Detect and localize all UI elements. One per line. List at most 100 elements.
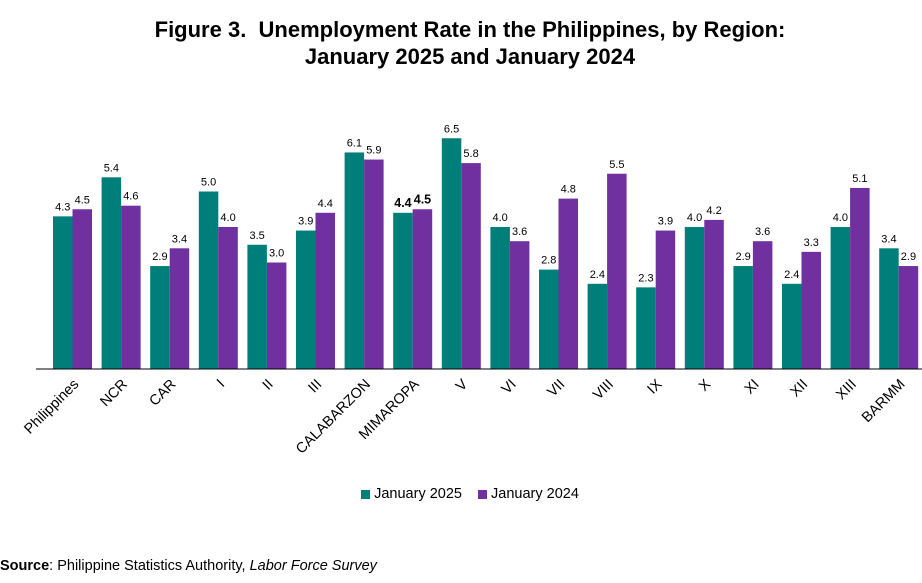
bar-mimaropa-january-2024 xyxy=(412,209,433,369)
source-text: : Philippine Statistics Authority, xyxy=(49,558,250,574)
value-label-v-january-2025: 6.5 xyxy=(444,123,459,135)
value-label-iii-january-2024: 4.4 xyxy=(318,198,333,210)
bar-i-january-2025 xyxy=(198,191,219,369)
value-label-viii-january-2024: 5.5 xyxy=(609,159,624,171)
category-label-i: I xyxy=(214,377,228,391)
value-label-ix-january-2024: 3.9 xyxy=(658,216,673,228)
value-label-vi-january-2025: 4.0 xyxy=(493,212,508,224)
bar-car-january-2025 xyxy=(150,266,170,369)
bar-vii-january-2024 xyxy=(558,198,578,369)
category-label-x: X xyxy=(696,376,714,394)
legend-label-january-2024: January 2024 xyxy=(491,486,579,502)
bar-xii-january-2024 xyxy=(801,251,821,369)
value-label-car-january-2025: 2.9 xyxy=(152,251,167,263)
value-label-ix-january-2025: 2.3 xyxy=(638,272,653,284)
bar-x-january-2024 xyxy=(704,219,724,369)
value-label-mimaropa-january-2024: 4.5 xyxy=(414,192,431,206)
bar-ncr-january-2025 xyxy=(101,177,122,369)
bar-xiii-january-2024 xyxy=(850,187,870,369)
bar-ix-january-2024 xyxy=(655,230,676,369)
value-label-philippines-january-2025: 4.3 xyxy=(55,201,70,213)
value-label-ii-january-2024: 3.0 xyxy=(269,248,284,260)
value-label-i-january-2025: 5.0 xyxy=(201,177,216,189)
bar-iii-january-2025 xyxy=(296,230,316,369)
category-label-ii: II xyxy=(260,377,277,394)
category-label-xiii: XIII xyxy=(833,377,860,404)
value-label-barmm-january-2024: 2.9 xyxy=(901,251,916,263)
bar-barmm-january-2025 xyxy=(879,248,899,369)
bar-viii-january-2024 xyxy=(607,173,627,369)
value-label-i-january-2024: 4.0 xyxy=(220,212,235,224)
bar-ii-january-2024 xyxy=(266,262,287,369)
legend-label-january-2025: January 2025 xyxy=(374,486,462,502)
category-label-vi: VI xyxy=(499,377,520,398)
bar-xiii-january-2025 xyxy=(830,227,851,369)
value-label-ii-january-2025: 3.5 xyxy=(250,230,265,242)
bar-xii-january-2025 xyxy=(782,283,802,369)
bar-barmm-january-2024 xyxy=(898,266,919,369)
bar-ncr-january-2024 xyxy=(121,205,141,369)
value-label-xiii-january-2025: 4.0 xyxy=(833,212,848,224)
value-label-xi-january-2024: 3.6 xyxy=(755,226,770,238)
bar-vi-january-2025 xyxy=(490,227,510,369)
chart-title-line-1: Figure 3. Unemployment Rate in the Phili… xyxy=(154,17,786,42)
bar-viii-january-2025 xyxy=(587,283,608,369)
category-label-car: CAR xyxy=(147,377,180,410)
value-label-barmm-january-2025: 3.4 xyxy=(881,233,896,245)
source-publication: Labor Force Survey xyxy=(249,558,377,574)
category-label-barmm: BARMM xyxy=(859,377,908,426)
legend-swatch-january-2024 xyxy=(478,489,488,499)
bars-group xyxy=(53,138,919,369)
value-label-calabarzon-january-2024: 5.9 xyxy=(366,145,381,157)
value-label-ncr-january-2024: 4.6 xyxy=(123,191,138,203)
category-label-ix: IX xyxy=(645,376,666,397)
bar-ii-january-2025 xyxy=(247,244,267,369)
category-label-ncr: NCR xyxy=(97,377,131,411)
bar-iii-january-2024 xyxy=(315,212,335,369)
value-label-mimaropa-january-2025: 4.4 xyxy=(394,196,411,210)
value-label-x-january-2024: 4.2 xyxy=(706,205,721,217)
source-label: Source xyxy=(0,558,50,574)
value-label-car-january-2024: 3.4 xyxy=(172,233,187,245)
bar-vi-january-2024 xyxy=(509,241,530,369)
legend-item-january-2025: January 2025 xyxy=(361,486,462,502)
category-label-vii: VII xyxy=(544,377,568,401)
value-label-x-january-2025: 4.0 xyxy=(687,212,702,224)
value-label-xii-january-2025: 2.4 xyxy=(784,269,799,281)
bar-calabarzon-january-2024 xyxy=(364,159,384,369)
legend-swatch-january-2025 xyxy=(361,489,371,499)
category-label-philippines: Philippines xyxy=(21,377,82,438)
category-label-viii: VIII xyxy=(590,377,617,404)
category-label-xi: XI xyxy=(742,377,763,398)
bar-xi-january-2025 xyxy=(733,266,753,369)
bar-mimaropa-january-2025 xyxy=(393,212,413,369)
bar-philippines-january-2025 xyxy=(53,216,73,369)
legend: January 2025 January 2024 xyxy=(0,486,922,503)
value-label-xi-january-2025: 2.9 xyxy=(736,251,751,263)
chart-title-line-2: January 2025 and January 2024 xyxy=(304,44,636,69)
value-label-vii-january-2024: 4.8 xyxy=(561,184,576,196)
category-label-iii: III xyxy=(305,377,325,397)
bar-v-january-2025 xyxy=(441,138,462,369)
value-label-ncr-january-2025: 5.4 xyxy=(104,162,119,174)
bar-xi-january-2024 xyxy=(752,241,773,369)
chart-title: Figure 3. Unemployment Rate in the Phili… xyxy=(0,16,922,70)
value-label-calabarzon-january-2025: 6.1 xyxy=(347,137,362,149)
bar-x-january-2025 xyxy=(684,227,705,369)
bar-calabarzon-january-2025 xyxy=(344,152,365,369)
value-labels-group: 4.3 4.5 5.4 4.6 2.9 3.4 5.0 4.0 3.5 3.0 3.9 4.4 6.1 5… xyxy=(55,123,916,284)
value-label-xii-january-2024: 3.3 xyxy=(804,237,819,249)
bar-car-january-2024 xyxy=(169,248,190,369)
bar-v-january-2024 xyxy=(461,163,481,369)
bar-philippines-january-2024 xyxy=(72,209,92,369)
legend-item-january-2024: January 2024 xyxy=(478,486,579,502)
source-note: Source: Philippine Statistics Authority,… xyxy=(0,558,377,574)
bar-i-january-2024 xyxy=(218,227,238,369)
bar-vii-january-2025 xyxy=(539,269,559,369)
value-label-philippines-january-2024: 4.5 xyxy=(75,194,90,206)
value-label-vi-january-2024: 3.6 xyxy=(512,226,527,238)
category-label-xii: XII xyxy=(787,377,811,401)
category-label-v: V xyxy=(453,376,471,394)
value-label-xiii-january-2024: 5.1 xyxy=(852,173,867,185)
